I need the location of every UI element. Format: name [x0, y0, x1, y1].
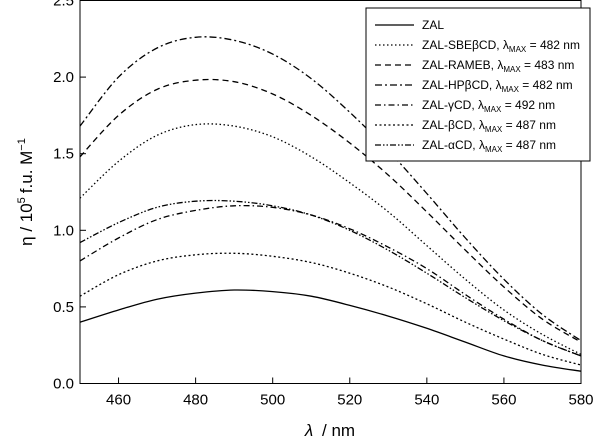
x-axis-label: λ / nm [304, 421, 355, 440]
y-tick-label-3: 1.5 [53, 146, 74, 163]
y-axis-label-exp: 5 [16, 197, 28, 203]
series-line-3 [79, 36, 582, 342]
y-tick-label-4: 2.0 [53, 69, 74, 86]
x-tick-label-1: 480 [183, 392, 208, 409]
legend-box [365, 7, 591, 162]
y-axis-label-prefix: η / 10 [17, 203, 36, 246]
plot-frame [79, 0, 582, 384]
x-tick-label-2: 500 [260, 392, 285, 409]
x-tick-label-5: 560 [491, 392, 516, 409]
y-axis-label: η / 105 f.u. M−1 [16, 138, 36, 246]
ticks-layer: 460 480 500 520 540 560 580 0.0 0.5 1.0 1.5 2.0 2.5 [53, 0, 594, 409]
x-tick-label-3: 520 [337, 392, 362, 409]
x-tick-label-6: 580 [568, 392, 593, 409]
series-line-6 [79, 199, 582, 357]
legend-entry-4: ZAL-γCD, λMAX = 492 nm [422, 98, 555, 114]
x-axis-label-symbol: λ [304, 421, 313, 440]
series-line-5 [79, 252, 582, 366]
y-tick-label-5: 2.5 [53, 0, 74, 10]
y-axis-label-suffix-exp: −1 [16, 138, 28, 151]
y-tick-label-1: 0.5 [53, 299, 74, 316]
legend-entry-2: ZAL-RAMEB, λMAX = 483 nm [422, 58, 574, 74]
x-axis-label-unit: / nm [322, 421, 355, 440]
series-line-1 [79, 123, 582, 355]
series-line-2 [79, 78, 582, 343]
series-line-4 [79, 204, 582, 357]
legend-entry-3: ZAL-HPβCD, λMAX = 482 nm [422, 78, 573, 94]
y-axis-label-suffix: f.u. M [17, 151, 36, 194]
y-tick-label-2: 1.0 [53, 222, 74, 239]
legend-entry-5: ZAL-βCD, λMAX = 487 nm [422, 118, 556, 134]
series-line-0 [79, 289, 582, 372]
legend-entry-6: ZAL-αCD, λMAX = 487 nm [422, 138, 556, 154]
x-tick-label-0: 460 [106, 392, 131, 409]
y-tick-label-0: 0.0 [53, 376, 74, 393]
legend-entry-1: ZAL-SBEβCD, λMAX = 482 nm [422, 38, 580, 54]
x-tick-label-4: 540 [414, 392, 439, 409]
series-layer [79, 36, 582, 372]
legend: ZAL ZAL-SBEβCD, λMAX = 482 nm ZAL-RAMEB, λ… [365, 7, 591, 162]
legend-entry-0: ZAL [422, 18, 444, 32]
